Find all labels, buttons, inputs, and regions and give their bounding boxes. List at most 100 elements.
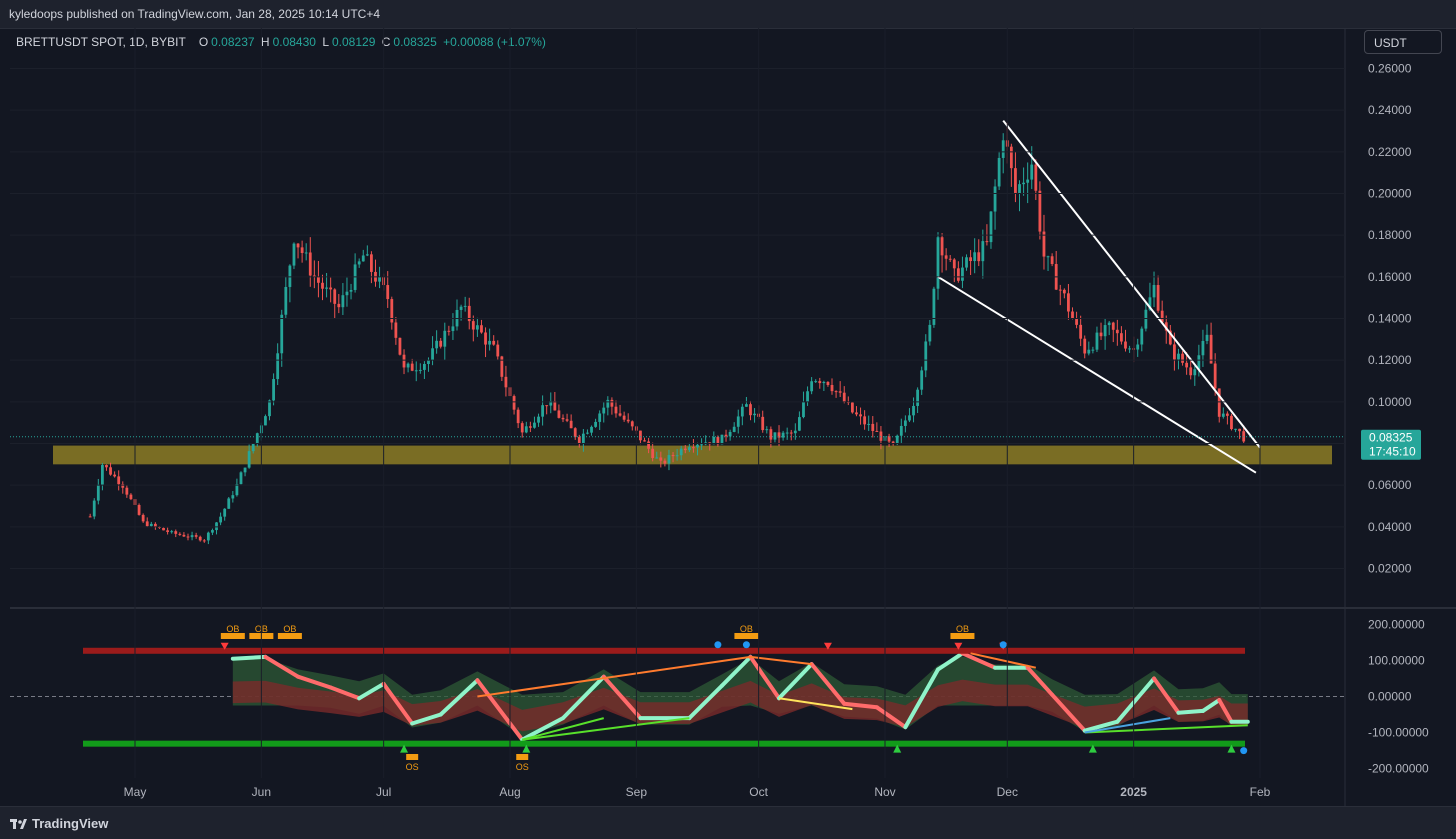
bearish-candle[interactable] bbox=[1050, 253, 1054, 267]
bearish-candle[interactable] bbox=[659, 451, 663, 468]
bearish-candle[interactable] bbox=[439, 337, 443, 349]
bullish-candle[interactable] bbox=[867, 415, 871, 431]
bullish-candle[interactable] bbox=[1177, 348, 1180, 370]
bearish-candle[interactable] bbox=[630, 420, 634, 431]
bearish-candle[interactable] bbox=[370, 251, 373, 284]
bearish-candle[interactable] bbox=[789, 429, 793, 441]
bearish-candle[interactable] bbox=[761, 410, 765, 433]
bearish-candle[interactable] bbox=[329, 277, 333, 303]
oscillator-line-segment[interactable] bbox=[960, 651, 998, 670]
bearish-candle[interactable] bbox=[194, 532, 198, 539]
bullish-candle[interactable] bbox=[1152, 271, 1156, 308]
bullish-candle[interactable] bbox=[251, 443, 255, 454]
bullish-candle[interactable] bbox=[149, 521, 153, 528]
bearish-candle[interactable] bbox=[109, 462, 112, 476]
bearish-candle[interactable] bbox=[141, 513, 145, 523]
bullish-candle[interactable] bbox=[235, 478, 239, 497]
bearish-candle[interactable] bbox=[618, 404, 622, 417]
bullish-candle[interactable] bbox=[190, 531, 194, 541]
bearish-candle[interactable] bbox=[634, 425, 638, 435]
symbol-title[interactable]: BRETTUSDT SPOT, 1D, BYBIT bbox=[16, 35, 186, 49]
bearish-candle[interactable] bbox=[186, 533, 190, 541]
bullish-candle[interactable] bbox=[353, 253, 357, 293]
bullish-candle[interactable] bbox=[459, 304, 463, 321]
bearish-candle[interactable] bbox=[1071, 307, 1074, 320]
buy-signal-triangle[interactable] bbox=[893, 744, 902, 753]
bearish-candle[interactable] bbox=[467, 297, 471, 330]
bearish-candle[interactable] bbox=[390, 296, 394, 330]
bearish-candle[interactable] bbox=[859, 407, 862, 425]
buy-signal-triangle[interactable] bbox=[522, 744, 531, 753]
bullish-candle[interactable] bbox=[96, 478, 100, 505]
oscillator-line-segment[interactable] bbox=[230, 654, 268, 661]
bullish-candle[interactable] bbox=[406, 362, 410, 373]
bearish-candle[interactable] bbox=[1034, 159, 1038, 201]
bearish-candle[interactable] bbox=[1213, 353, 1217, 396]
bearish-candle[interactable] bbox=[1014, 151, 1017, 203]
bullish-candle[interactable] bbox=[243, 467, 247, 477]
hidden-divergence-line[interactable] bbox=[778, 697, 853, 711]
bearish-candle[interactable] bbox=[137, 503, 141, 516]
bearish-candle[interactable] bbox=[692, 439, 695, 453]
bearish-candle[interactable] bbox=[1156, 275, 1160, 313]
bearish-candle[interactable] bbox=[178, 532, 182, 536]
bearish-candle[interactable] bbox=[716, 435, 720, 447]
bullish-candle[interactable] bbox=[932, 286, 936, 328]
bearish-candle[interactable] bbox=[1242, 425, 1246, 444]
bearish-candle[interactable] bbox=[952, 258, 956, 283]
bullish-candle[interactable] bbox=[276, 343, 280, 385]
bearish-candle[interactable] bbox=[300, 240, 304, 263]
bearish-candle[interactable] bbox=[683, 445, 687, 454]
bullish-candle[interactable] bbox=[341, 283, 345, 315]
bullish-candle[interactable] bbox=[594, 418, 597, 428]
bearish-candle[interactable] bbox=[202, 538, 206, 543]
bearish-candle[interactable] bbox=[614, 400, 618, 418]
bullish-candle[interactable] bbox=[1046, 255, 1050, 271]
bullish-candle[interactable] bbox=[602, 402, 606, 423]
bullish-candle[interactable] bbox=[1107, 320, 1111, 336]
bearish-candle[interactable] bbox=[480, 319, 483, 334]
bearish-candle[interactable] bbox=[1005, 122, 1009, 164]
bullish-candle[interactable] bbox=[753, 408, 756, 423]
bearish-candle[interactable] bbox=[875, 422, 879, 432]
bullish-candle[interactable] bbox=[981, 229, 985, 279]
oscillator-pane[interactable]: OB OB OB OB OB OS OS bbox=[10, 624, 1345, 772]
bullish-candle[interactable] bbox=[732, 422, 736, 433]
bullish-candle[interactable] bbox=[745, 396, 748, 407]
sell-signal-triangle[interactable] bbox=[823, 642, 832, 650]
bearish-candle[interactable] bbox=[1230, 413, 1233, 431]
bullish-candle[interactable] bbox=[740, 403, 744, 426]
bullish-candle[interactable] bbox=[1087, 341, 1091, 356]
bullish-candle[interactable] bbox=[431, 336, 434, 366]
bearish-candle[interactable] bbox=[724, 429, 728, 442]
bullish-candle[interactable] bbox=[1201, 329, 1205, 367]
bullish-candle[interactable] bbox=[1001, 133, 1005, 174]
bearish-candle[interactable] bbox=[88, 513, 92, 518]
bullish-candle[interactable] bbox=[414, 361, 418, 382]
bullish-candle[interactable] bbox=[288, 264, 292, 303]
oscillator-line-segment[interactable] bbox=[1115, 676, 1157, 724]
bearish-candle[interactable] bbox=[312, 260, 316, 289]
support-zone[interactable] bbox=[53, 445, 1332, 465]
bullish-candle[interactable] bbox=[997, 151, 1001, 190]
bearish-candle[interactable] bbox=[162, 527, 165, 531]
bearish-candle[interactable] bbox=[818, 377, 822, 389]
bearish-candle[interactable] bbox=[1115, 319, 1119, 346]
bullish-candle[interactable] bbox=[100, 462, 104, 491]
bearish-candle[interactable] bbox=[402, 349, 406, 375]
bullish-candle[interactable] bbox=[814, 379, 818, 383]
bullish-candle[interactable] bbox=[1197, 344, 1201, 377]
bullish-divergence-line[interactable] bbox=[522, 717, 690, 741]
bullish-candle[interactable] bbox=[268, 399, 271, 421]
bearish-candle[interactable] bbox=[1217, 388, 1221, 423]
bullish-candle[interactable] bbox=[524, 421, 528, 434]
oscillator-line-segment[interactable] bbox=[903, 667, 940, 730]
bearish-candle[interactable] bbox=[863, 410, 867, 430]
buy-signal-triangle[interactable] bbox=[400, 744, 409, 753]
bearish-candle[interactable] bbox=[626, 413, 630, 424]
bullish-candle[interactable] bbox=[1148, 282, 1152, 312]
oscillator-line-segment[interactable] bbox=[263, 654, 301, 679]
oscillator-line-segment[interactable] bbox=[777, 662, 814, 701]
bearish-candle[interactable] bbox=[573, 427, 577, 440]
bearish-candle[interactable] bbox=[749, 400, 752, 421]
